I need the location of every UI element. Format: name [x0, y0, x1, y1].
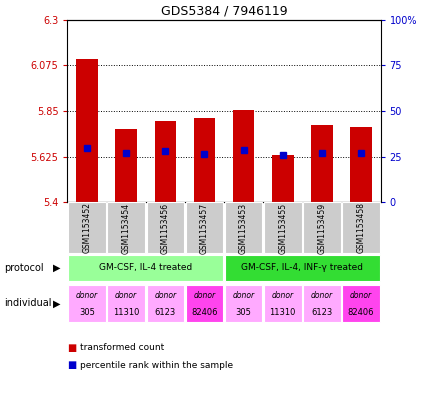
- Text: GM-CSF, IL-4, INF-γ treated: GM-CSF, IL-4, INF-γ treated: [241, 263, 362, 272]
- Bar: [302, 285, 340, 322]
- Text: donor: donor: [232, 291, 254, 300]
- Bar: [107, 285, 145, 322]
- Bar: [107, 202, 145, 253]
- Text: donor: donor: [76, 291, 98, 300]
- Text: 6123: 6123: [155, 308, 175, 317]
- Bar: [232, 110, 254, 202]
- Bar: [271, 155, 293, 202]
- Bar: [185, 285, 223, 322]
- Bar: [154, 121, 176, 202]
- Bar: [68, 285, 105, 322]
- Text: donor: donor: [271, 291, 293, 300]
- Text: percentile rank within the sample: percentile rank within the sample: [80, 361, 233, 370]
- Bar: [193, 118, 215, 202]
- Bar: [224, 255, 379, 281]
- Text: GSM1153458: GSM1153458: [356, 202, 365, 253]
- Text: donor: donor: [349, 291, 371, 300]
- Text: 82406: 82406: [191, 308, 217, 317]
- Text: donor: donor: [193, 291, 215, 300]
- Text: GM-CSF, IL-4 treated: GM-CSF, IL-4 treated: [99, 263, 192, 272]
- Text: individual: individual: [4, 298, 52, 309]
- Text: ▶: ▶: [53, 298, 60, 309]
- Bar: [224, 285, 262, 322]
- Text: GSM1153454: GSM1153454: [122, 202, 130, 253]
- Text: 82406: 82406: [347, 308, 373, 317]
- Text: protocol: protocol: [4, 263, 44, 273]
- Text: donor: donor: [154, 291, 176, 300]
- Text: ■: ■: [67, 360, 76, 371]
- Text: 11310: 11310: [269, 308, 295, 317]
- Text: GSM1153452: GSM1153452: [82, 202, 91, 253]
- Bar: [146, 285, 184, 322]
- Bar: [342, 285, 379, 322]
- Text: ▶: ▶: [53, 263, 60, 273]
- Text: GSM1153453: GSM1153453: [239, 202, 247, 253]
- Text: donor: donor: [115, 291, 137, 300]
- Text: 305: 305: [79, 308, 95, 317]
- Text: GSM1153459: GSM1153459: [317, 202, 326, 253]
- Bar: [68, 255, 223, 281]
- Bar: [302, 202, 340, 253]
- Text: ■: ■: [67, 343, 76, 353]
- Bar: [146, 202, 184, 253]
- Bar: [185, 202, 223, 253]
- Text: 6123: 6123: [311, 308, 332, 317]
- Text: 305: 305: [235, 308, 251, 317]
- Bar: [310, 125, 332, 202]
- Bar: [263, 202, 301, 253]
- Text: GSM1153455: GSM1153455: [278, 202, 286, 253]
- Bar: [263, 285, 301, 322]
- Bar: [342, 202, 379, 253]
- Text: donor: donor: [310, 291, 332, 300]
- Bar: [76, 59, 98, 202]
- Text: transformed count: transformed count: [80, 343, 164, 352]
- Bar: [115, 129, 137, 202]
- Bar: [68, 202, 105, 253]
- Text: GSM1153456: GSM1153456: [161, 202, 169, 253]
- Bar: [349, 127, 371, 202]
- Bar: [224, 202, 262, 253]
- Text: 11310: 11310: [113, 308, 139, 317]
- Title: GDS5384 / 7946119: GDS5384 / 7946119: [160, 4, 287, 17]
- Text: GSM1153457: GSM1153457: [200, 202, 208, 253]
